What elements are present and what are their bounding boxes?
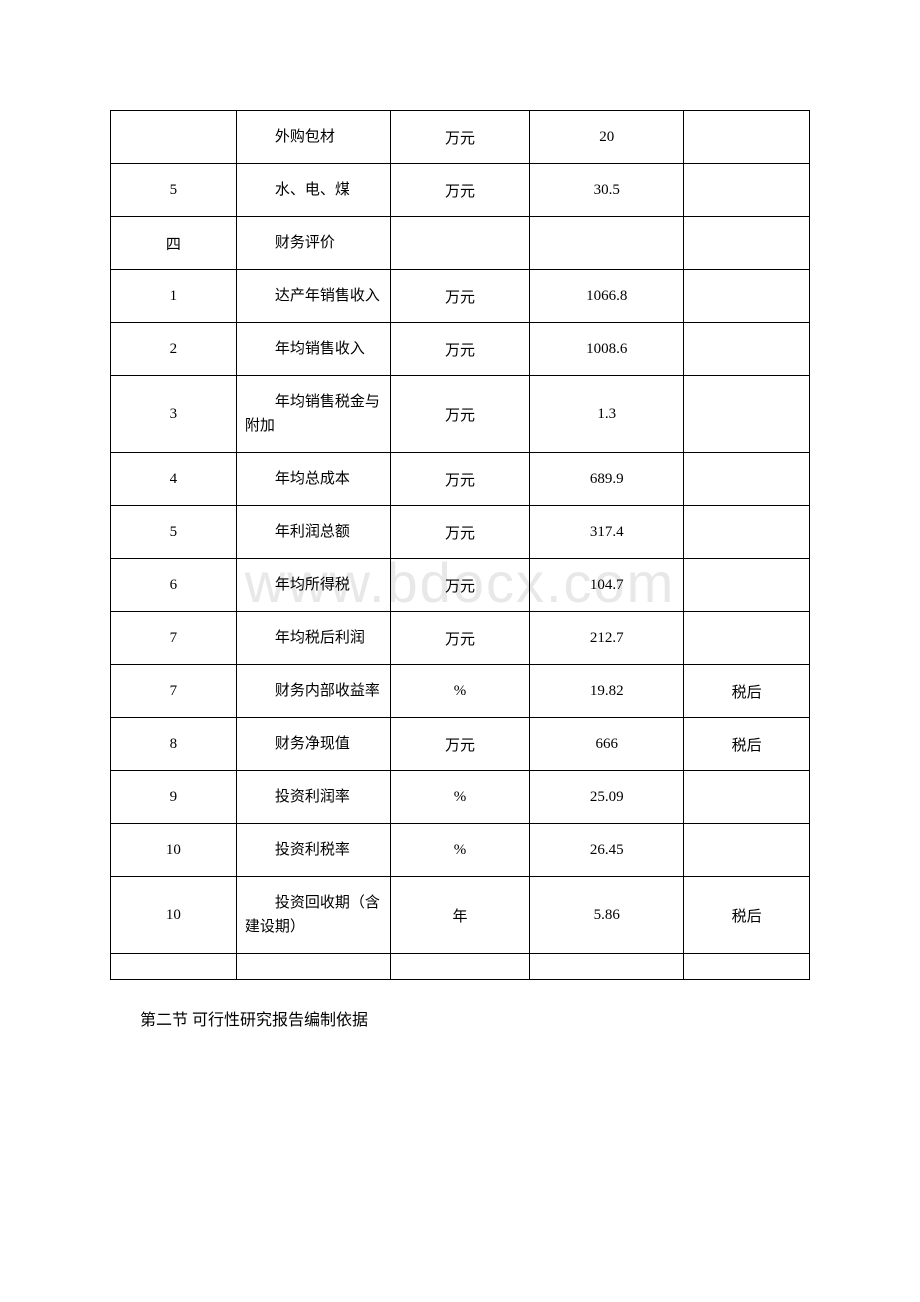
table-cell: 万元 xyxy=(390,506,530,559)
table-cell: 2 xyxy=(111,323,237,376)
table-cell: % xyxy=(390,665,530,718)
table-cell: 万元 xyxy=(390,612,530,665)
table-cell: 万元 xyxy=(390,376,530,453)
table-cell: 年 xyxy=(390,877,530,954)
table-cell: 7 xyxy=(111,665,237,718)
table-cell: 年均总成本 xyxy=(236,453,390,506)
table-cell: 20 xyxy=(530,111,684,164)
table-cell: 税后 xyxy=(684,877,810,954)
table-cell: 水、电、煤 xyxy=(236,164,390,217)
table-cell xyxy=(684,164,810,217)
table-cell: 财务评价 xyxy=(236,217,390,270)
table-cell xyxy=(684,954,810,980)
table-cell xyxy=(390,217,530,270)
table-cell: 万元 xyxy=(390,111,530,164)
table-row: 9投资利润率%25.09 xyxy=(111,771,810,824)
table-cell: 26.45 xyxy=(530,824,684,877)
table-cell xyxy=(111,954,237,980)
table-cell xyxy=(684,824,810,877)
table-row: 3年均销售税金与附加万元1.3 xyxy=(111,376,810,453)
table-cell: 年利润总额 xyxy=(236,506,390,559)
table-cell: 25.09 xyxy=(530,771,684,824)
table-cell xyxy=(684,270,810,323)
table-row: 1达产年销售收入万元1066.8 xyxy=(111,270,810,323)
table-cell: 30.5 xyxy=(530,164,684,217)
table-cell: 税后 xyxy=(684,718,810,771)
table-cell: 投资回收期（含建设期） xyxy=(236,877,390,954)
table-cell xyxy=(684,506,810,559)
table-cell: 5 xyxy=(111,164,237,217)
table-row: 5年利润总额万元317.4 xyxy=(111,506,810,559)
table-cell: 税后 xyxy=(684,665,810,718)
table-cell: 年均销售税金与附加 xyxy=(236,376,390,453)
table-cell: 666 xyxy=(530,718,684,771)
table-cell: % xyxy=(390,824,530,877)
table-cell xyxy=(684,217,810,270)
table-cell xyxy=(390,954,530,980)
table-cell xyxy=(684,612,810,665)
table-cell: % xyxy=(390,771,530,824)
table-cell: 1 xyxy=(111,270,237,323)
table-row: 7财务内部收益率%19.82税后 xyxy=(111,665,810,718)
table-cell xyxy=(111,111,237,164)
table-cell: 10 xyxy=(111,824,237,877)
table-row: 4年均总成本万元689.9 xyxy=(111,453,810,506)
table-row: 8财务净现值万元666税后 xyxy=(111,718,810,771)
table-row: 10投资利税率%26.45 xyxy=(111,824,810,877)
table-row: 外购包材万元20 xyxy=(111,111,810,164)
table-cell: 7 xyxy=(111,612,237,665)
table-cell: 达产年销售收入 xyxy=(236,270,390,323)
table-cell: 万元 xyxy=(390,559,530,612)
table-cell xyxy=(684,559,810,612)
table-cell: 1008.6 xyxy=(530,323,684,376)
table-cell: 四 xyxy=(111,217,237,270)
table-cell: 8 xyxy=(111,718,237,771)
table-row: 四财务评价 xyxy=(111,217,810,270)
table-row: 10投资回收期（含建设期）年5.86税后 xyxy=(111,877,810,954)
section-title: 第二节 可行性研究报告编制依据 xyxy=(140,1006,810,1030)
table-cell xyxy=(684,323,810,376)
table-cell: 317.4 xyxy=(530,506,684,559)
table-cell xyxy=(684,771,810,824)
financial-table: 外购包材万元205水、电、煤万元30.5四财务评价1达产年销售收入万元1066.… xyxy=(110,110,810,980)
table-cell xyxy=(530,217,684,270)
table-cell: 4 xyxy=(111,453,237,506)
table-cell xyxy=(684,376,810,453)
table-row-empty xyxy=(111,954,810,980)
table-cell: 689.9 xyxy=(530,453,684,506)
table-cell: 6 xyxy=(111,559,237,612)
table-cell: 投资利润率 xyxy=(236,771,390,824)
table-row: 7年均税后利润万元212.7 xyxy=(111,612,810,665)
table-cell: 万元 xyxy=(390,164,530,217)
table-cell: 3 xyxy=(111,376,237,453)
table-cell: 1.3 xyxy=(530,376,684,453)
table-cell xyxy=(684,111,810,164)
table-cell: 万元 xyxy=(390,323,530,376)
table-cell: 5.86 xyxy=(530,877,684,954)
table-cell xyxy=(530,954,684,980)
table-cell xyxy=(684,453,810,506)
table-cell: 10 xyxy=(111,877,237,954)
table-cell: 万元 xyxy=(390,718,530,771)
table-cell: 104.7 xyxy=(530,559,684,612)
table-cell: 财务内部收益率 xyxy=(236,665,390,718)
table-cell: 外购包材 xyxy=(236,111,390,164)
table-cell: 9 xyxy=(111,771,237,824)
table-cell: 年均税后利润 xyxy=(236,612,390,665)
table-row: 5水、电、煤万元30.5 xyxy=(111,164,810,217)
table-cell: 年均所得税 xyxy=(236,559,390,612)
table-row: 6年均所得税万元104.7 xyxy=(111,559,810,612)
table-cell xyxy=(236,954,390,980)
table-cell: 投资利税率 xyxy=(236,824,390,877)
table-cell: 212.7 xyxy=(530,612,684,665)
table-cell: 5 xyxy=(111,506,237,559)
table-cell: 万元 xyxy=(390,453,530,506)
table-cell: 财务净现值 xyxy=(236,718,390,771)
table-cell: 万元 xyxy=(390,270,530,323)
table-cell: 19.82 xyxy=(530,665,684,718)
table-cell: 1066.8 xyxy=(530,270,684,323)
table-cell: 年均销售收入 xyxy=(236,323,390,376)
table-row: 2年均销售收入万元1008.6 xyxy=(111,323,810,376)
